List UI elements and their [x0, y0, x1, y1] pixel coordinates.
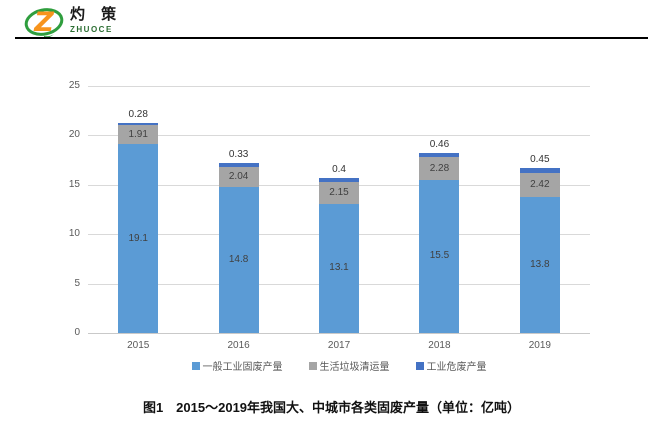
x-axis-category-label: 2018	[428, 340, 451, 351]
segment-value-label: 2.15	[329, 187, 349, 199]
x-axis-category-label: 2015	[127, 340, 150, 351]
segment-value-label: 19.1	[128, 232, 148, 244]
legend-swatch-icon	[308, 361, 317, 370]
stacked-bar-2019: 0.45 2.42 13.8	[519, 154, 560, 333]
brand-name-cn: 灼 策	[70, 6, 123, 23]
brand-text: 灼 策 ZHUOCE	[70, 6, 123, 34]
y-axis-tick-label: 0	[74, 327, 80, 338]
bar-segment-series-2	[118, 122, 159, 126]
bar-slot-2017: 0.4 2.15 13.1	[289, 86, 389, 333]
legend-label: 一般工业固废产量	[202, 362, 283, 373]
stacked-bar-2018: 0.46 2.28 15.5	[419, 139, 460, 333]
bar-segment-series-1: 2.15	[319, 182, 360, 204]
bar-segment-series-1: 1.91	[118, 125, 159, 145]
legend-swatch-icon	[191, 361, 200, 370]
figure-caption: 图1 2015～2019年我国大、中城市各类固废产量（单位：亿吨）	[142, 400, 521, 415]
bar-segment-series-1: 2.04	[218, 166, 259, 187]
legend-label: 工业危废产量	[426, 362, 487, 373]
bar-slot-2016: 0.33 2.04 14.8	[188, 86, 288, 333]
y-axis-tick-label: 15	[68, 178, 80, 190]
legend-item-2: 工业危废产量	[415, 358, 487, 373]
bar-segment-series-0: 14.8	[218, 186, 259, 333]
segment-value-label: 2.42	[530, 178, 550, 190]
bar-top-value-label: 0.45	[530, 154, 550, 166]
y-axis-tick-label: 20	[68, 129, 80, 141]
legend-item-1: 生活垃圾清运量	[308, 358, 390, 373]
bar-segment-series-2	[218, 163, 259, 167]
gridline-20	[88, 135, 590, 137]
x-axis-labels: 2015 2016 2017 2018 2019	[88, 340, 590, 351]
gridline-25	[88, 86, 590, 87]
gridline-0	[88, 333, 590, 334]
stacked-bar-2017: 0.4 2.15 13.1	[319, 164, 360, 333]
segment-value-label: 2.28	[429, 162, 450, 174]
bar-segment-series-1: 2.42	[519, 172, 560, 197]
bar-slot-2015: 0.28 1.91 19.1	[88, 86, 188, 333]
bar-segment-series-2	[519, 168, 560, 173]
segment-value-label: 2.04	[228, 170, 249, 182]
x-axis-category-label: 2019	[528, 340, 551, 351]
stacked-bar-chart-plot-area: 0 5 10 15 20 25 0.28 1.91 19.1 0.33 2.04 14.8 0.4 2.1…	[69, 80, 590, 338]
bar-top-value-label: 0.4	[332, 164, 346, 176]
bar-segment-series-2	[419, 152, 460, 158]
legend-swatch-icon	[415, 361, 424, 370]
x-axis-category-label: 2017	[327, 340, 351, 351]
brand-logo: Z 灼 策 ZHUOCE	[24, 3, 122, 39]
bar-slot-2019: 0.45 2.42 13.8	[490, 86, 590, 333]
bar-segment-series-1: 2.28	[419, 157, 460, 180]
header-divider	[15, 37, 648, 39]
bar-top-value-label: 0.28	[128, 108, 148, 120]
chart-legend: 一般工业固废产量 生活垃圾清运量 工业危废产量	[88, 358, 590, 373]
x-axis-category-label: 2016	[227, 340, 250, 351]
bar-top-value-label: 0.33	[228, 149, 249, 161]
brand-name-en: ZHUOCE	[70, 24, 113, 34]
y-axis-tick-label: 10	[68, 228, 80, 240]
bars-container: 0.28 1.91 19.1 0.33 2.04 14.8 0.4 2.15 13.1 0.46 2…	[88, 86, 590, 333]
segment-value-label: 13.8	[530, 258, 550, 270]
bar-segment-series-0: 19.1	[118, 144, 159, 333]
legend-item-0: 一般工业固废产量	[191, 358, 283, 373]
segment-value-label: 15.5	[429, 250, 450, 262]
svg-text:Z: Z	[33, 7, 54, 38]
stacked-bar-2015: 0.28 1.91 19.1	[118, 109, 159, 333]
legend-label: 生活垃圾清运量	[319, 362, 390, 373]
segment-value-label: 14.8	[228, 253, 249, 265]
bar-segment-series-0: 15.5	[419, 179, 460, 333]
bar-segment-series-0: 13.1	[319, 203, 360, 333]
bar-slot-2018: 0.46 2.28 15.5	[389, 86, 489, 333]
logo-z-ellipse-icon: Z	[24, 7, 64, 38]
stacked-bar-2016: 0.33 2.04 14.8	[218, 149, 259, 333]
y-axis-tick-label: 25	[68, 80, 80, 91]
bar-segment-series-2	[319, 178, 360, 183]
y-axis-tick-label: 5	[74, 277, 80, 289]
bar-segment-series-0: 13.8	[519, 196, 560, 333]
segment-value-label: 13.1	[329, 262, 349, 274]
segment-value-label: 1.91	[128, 128, 148, 140]
bar-top-value-label: 0.46	[429, 138, 450, 150]
